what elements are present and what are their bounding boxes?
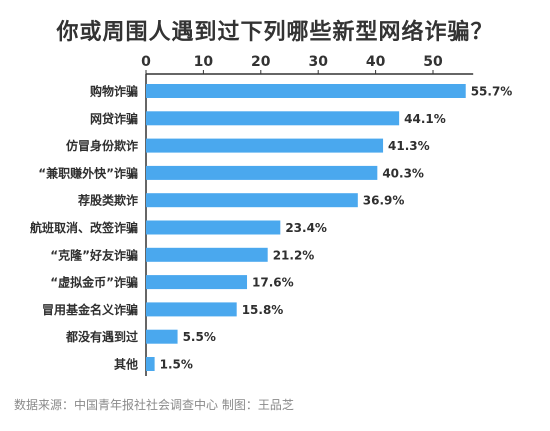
x-tick-label: 0 xyxy=(141,54,151,70)
bar xyxy=(146,220,281,235)
value-label: 40.3% xyxy=(382,166,424,180)
category-label: 网贷诈骗 xyxy=(90,111,138,126)
value-label: 23.4% xyxy=(285,221,327,235)
chart-title: 你或周围人遇到过下列哪些新型网络诈骗？ xyxy=(56,20,494,45)
source-note: 数据来源：中国青年报社社会调查中心 制图：王品芝 xyxy=(14,398,294,412)
value-label: 44.1% xyxy=(404,112,446,126)
category-label: “克隆”好友诈骗 xyxy=(50,247,138,262)
bar xyxy=(146,302,237,317)
value-label: 5.5% xyxy=(183,330,216,344)
value-label: 1.5% xyxy=(160,358,193,372)
x-tick-label: 20 xyxy=(251,54,271,70)
value-label: 17.6% xyxy=(252,276,294,290)
value-label: 21.2% xyxy=(273,248,315,262)
value-label: 41.3% xyxy=(388,139,430,153)
category-label: 仿冒身份欺诈 xyxy=(66,138,138,153)
bar xyxy=(146,357,155,371)
category-label: 其他 xyxy=(114,357,138,372)
bar xyxy=(146,193,358,208)
bar xyxy=(146,247,268,262)
x-tick-label: 40 xyxy=(366,54,386,70)
value-label: 36.9% xyxy=(363,194,405,208)
x-tick-label: 30 xyxy=(308,54,328,70)
category-label: 航班取消、改签诈骗 xyxy=(30,220,138,235)
bar xyxy=(146,165,378,180)
category-label: 荐股类欺诈 xyxy=(77,193,138,208)
category-label: 购物诈骗 xyxy=(90,84,138,99)
bar xyxy=(146,275,248,290)
bar xyxy=(146,84,466,98)
category-label: 冒用基金名义诈骗 xyxy=(42,302,138,317)
category-label: “虚拟金币”诈骗 xyxy=(50,275,138,290)
category-label: 都没有遇到过 xyxy=(65,329,138,344)
x-tick-label: 10 xyxy=(194,54,214,70)
category-label: “兼职赚外快”诈骗 xyxy=(38,165,138,180)
bar xyxy=(146,329,178,344)
value-label: 15.8% xyxy=(242,303,284,317)
bar xyxy=(146,111,400,126)
x-tick-label: 50 xyxy=(423,54,443,70)
bar xyxy=(146,138,384,153)
value-label: 55.7% xyxy=(471,85,513,99)
